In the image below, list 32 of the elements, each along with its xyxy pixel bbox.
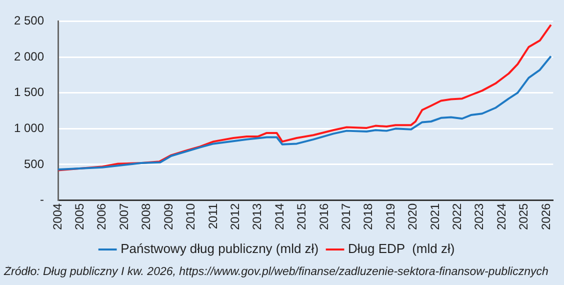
x-tick-label: 2008 (139, 202, 154, 230)
text: Źródło: Dług publiczny I kw. 2026, https://www.gov.pl/web/finanse/zadluzenie-sektora-finansow-publicznych (2, 266, 550, 278)
y-tick-label: 1 500 (14, 85, 44, 100)
x-tick-label: 2004 (50, 202, 64, 230)
y-tick-label: 2 500 (14, 14, 44, 28)
x-tick-label: 2016 (316, 202, 331, 230)
x-tick-label: 2018 (361, 202, 376, 230)
x-tick-label: 2006 (94, 202, 109, 230)
x-tick-label: 2017 (338, 202, 353, 230)
x-tick-label: 2009 (161, 202, 176, 230)
x-tick-label: 2022 (450, 202, 464, 230)
x-tick-label: 2026 (538, 202, 553, 230)
y-tick-label: 1 000 (14, 120, 44, 135)
y-tick-label: 500 (24, 156, 44, 171)
legend-label: Dług EDP (mld zł) (348, 241, 455, 256)
x-tick-label: 2007 (116, 202, 131, 230)
x-tick-label: 2010 (184, 202, 198, 230)
x-tick-label: 2020 (406, 202, 420, 230)
x-tick-label: 2019 (383, 202, 398, 230)
x-tick-label: 2014 (272, 202, 286, 230)
x-tick-label: 2005 (72, 202, 87, 230)
x-tick-label: 2012 (228, 202, 242, 230)
x-tick-label: 2025 (516, 202, 531, 230)
x-tick-label: 2013 (250, 202, 264, 230)
x-tick-label: 2021 (428, 202, 442, 230)
legend-label: Państwowy dług publiczny (mld zł) (120, 241, 319, 256)
x-tick-label: 2023 (472, 202, 486, 230)
y-tick-label: - (40, 192, 44, 207)
y-tick-label: 2 000 (14, 49, 44, 64)
x-tick-label: 2015 (294, 202, 309, 230)
x-tick-label: 2024 (494, 202, 508, 230)
x-tick-label: 2011 (206, 202, 220, 230)
